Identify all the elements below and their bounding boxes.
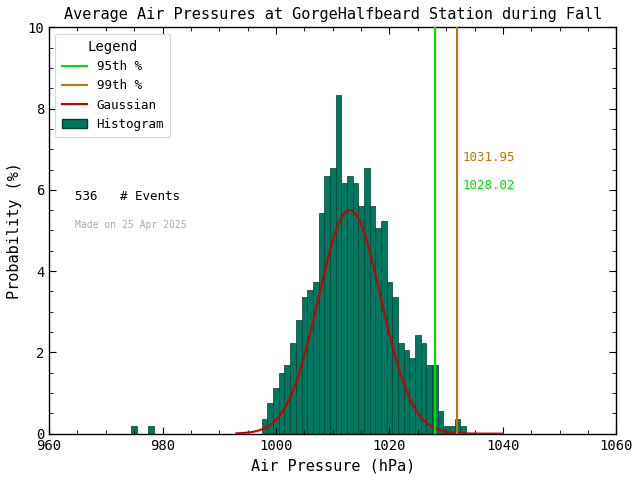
Bar	[330, 168, 335, 433]
Bar	[415, 335, 420, 433]
Bar	[438, 411, 444, 433]
Bar	[307, 290, 313, 433]
Bar	[268, 403, 273, 433]
Bar	[364, 168, 369, 433]
Bar	[392, 297, 398, 433]
Bar	[426, 365, 432, 433]
Bar	[432, 365, 438, 433]
Bar	[444, 426, 449, 433]
Text: 1028.02: 1028.02	[463, 179, 515, 192]
Bar	[460, 426, 466, 433]
Bar	[341, 183, 347, 433]
Y-axis label: Probability (%): Probability (%)	[7, 162, 22, 299]
X-axis label: Air Pressure (hPa): Air Pressure (hPa)	[251, 458, 415, 473]
Bar	[290, 343, 296, 433]
Bar	[319, 213, 324, 433]
Bar	[285, 365, 290, 433]
Bar	[353, 183, 358, 433]
Bar	[301, 297, 307, 433]
Bar	[324, 176, 330, 433]
Bar	[335, 95, 341, 433]
Bar	[347, 176, 353, 433]
Bar	[381, 221, 387, 433]
Text: 536   # Events: 536 # Events	[75, 190, 180, 203]
Bar	[404, 350, 409, 433]
Bar	[420, 343, 426, 433]
Bar	[131, 426, 137, 433]
Bar	[262, 419, 268, 433]
Bar	[387, 282, 392, 433]
Bar	[369, 205, 375, 433]
Text: 1031.95: 1031.95	[463, 151, 515, 164]
Bar	[148, 426, 154, 433]
Legend: 95th %, 99th %, Gaussian, Histogram: 95th %, 99th %, Gaussian, Histogram	[56, 34, 170, 137]
Text: Made on 25 Apr 2025: Made on 25 Apr 2025	[75, 220, 186, 230]
Bar	[454, 419, 460, 433]
Bar	[313, 282, 319, 433]
Bar	[409, 358, 415, 433]
Bar	[449, 426, 454, 433]
Title: Average Air Pressures at GorgeHalfbeard Station during Fall: Average Air Pressures at GorgeHalfbeard …	[63, 7, 602, 22]
Bar	[398, 343, 404, 433]
Bar	[279, 373, 285, 433]
Bar	[296, 320, 301, 433]
Bar	[375, 228, 381, 433]
Bar	[358, 205, 364, 433]
Bar	[273, 388, 279, 433]
